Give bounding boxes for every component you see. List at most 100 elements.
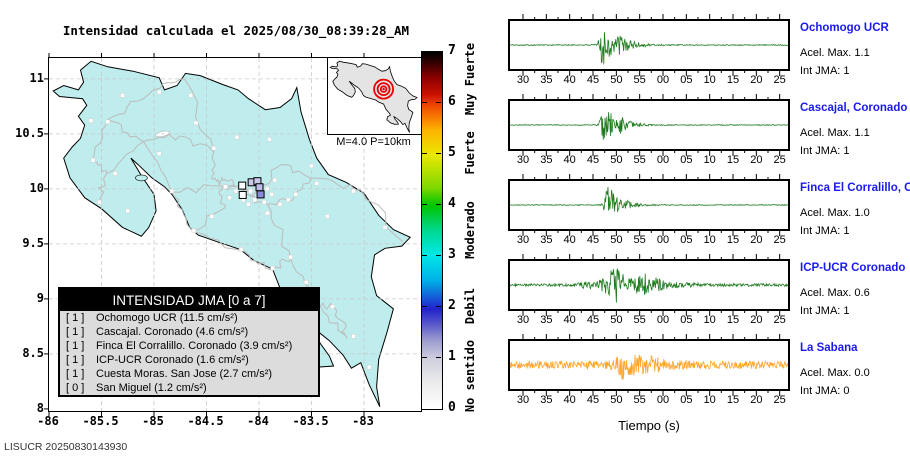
epicenter-ring: [373, 78, 394, 100]
epicenter-dot: [382, 87, 385, 91]
colorbar-tick: [422, 306, 427, 307]
panel-tick-label: 55: [633, 394, 646, 406]
station-marker: [262, 199, 267, 205]
y-tick-label: 8.5: [22, 345, 44, 360]
panel-tick-label: 25: [773, 74, 786, 86]
panel-accel-max: Acel. Max. 1.0: [800, 207, 870, 219]
road: [218, 191, 226, 208]
panel-tick-label: 25: [773, 314, 786, 326]
colorbar-tick: [436, 306, 441, 307]
legend-station-text: San Miguel (1.2 cm/s²): [96, 382, 207, 394]
inset-magnitude-label: M=4.0 P=10km: [336, 136, 411, 148]
epicenter-ring: [379, 85, 388, 93]
panel-station-name: La Sabana: [800, 342, 858, 354]
panel-tick-label: 35: [540, 234, 553, 246]
station-marker: [270, 265, 275, 271]
legend-intensity-tag: [ 1 ]: [66, 312, 85, 324]
station-marker: [304, 280, 309, 285]
legend-intensity-tag: [ 0 ]: [66, 382, 85, 394]
colorbar-number: 6: [448, 94, 456, 109]
x-tick-label: -85.5: [82, 414, 119, 428]
road: [107, 119, 144, 143]
legend-rows: [ 1 ] Ochomogo UCR (11.5 cm/s²) [ 1 ] Casca…: [60, 311, 318, 395]
seismogram-panel: [508, 14, 790, 76]
colorbar-tick: [436, 255, 441, 256]
road: [211, 152, 216, 180]
station-marker: [252, 197, 258, 203]
x-tick-label: -83.5: [292, 414, 329, 428]
colorbar-tick: [436, 153, 441, 154]
legend-intensity-tag: [ 1 ]: [66, 326, 85, 338]
waveform-trace: [510, 186, 788, 212]
road: [143, 133, 186, 143]
inset-landmass: [329, 60, 418, 133]
station-marker: [125, 208, 130, 214]
legend-row: [ 1 ] Ochomogo UCR (11.5 cm/s²): [60, 311, 318, 325]
station-marker: [293, 192, 298, 197]
panel-int-jma: Int JMA: 0: [800, 385, 850, 397]
legend-title: INTENSIDAD JMA [0 a 7]: [60, 289, 318, 311]
colorbar-tick: [436, 102, 441, 103]
panel-tick-label: 10: [703, 154, 716, 166]
station-marker: [325, 214, 330, 219]
legend-station-text: Cuesta Moras. San Jose (2.7 cm/s²): [96, 368, 273, 380]
colorbar-number: 2: [448, 298, 456, 313]
road: [193, 231, 243, 251]
legend-station-text: Cascajal. Coronado (4.6 cm/s²): [96, 326, 249, 338]
colorbar-number: 1: [448, 349, 456, 364]
station-marker: [288, 254, 293, 260]
colorbar-tick: [422, 102, 427, 103]
colorbar-number: 5: [448, 145, 456, 160]
panel-station-name: Cascajal, Coronado: [800, 102, 908, 114]
colorbar-number: 7: [448, 43, 456, 58]
station-marker: [269, 192, 274, 197]
panel-tick-label: 55: [633, 154, 646, 166]
panel-tick-label: 25: [773, 154, 786, 166]
panel-tick-label: 20: [750, 154, 763, 166]
panel-tick-label: 45: [586, 314, 600, 326]
panel-int-jma: Int JMA: 1: [800, 65, 850, 77]
inset-map: [327, 57, 422, 135]
station-marker: [112, 171, 118, 176]
x-tick-label: -83: [352, 414, 374, 428]
road: [143, 141, 173, 193]
panel-ticks: [522, 174, 781, 236]
panel-tick-label: 20: [750, 314, 763, 326]
colorbar-tick: [422, 255, 427, 256]
road: [211, 176, 227, 187]
colorbar-category-label: Muy Fuerte: [463, 42, 477, 116]
station-marker: [330, 304, 335, 309]
panel-tick-label: 05: [680, 234, 693, 246]
colorbar-number: 0: [448, 400, 456, 415]
station-marker: [157, 151, 162, 156]
road: [334, 307, 348, 339]
costa-rica-landmass: [52, 60, 412, 407]
panel-tick-label: 35: [540, 74, 553, 86]
legend-intensity-tag: [ 1 ]: [66, 340, 85, 352]
x-tick-label: -84: [247, 414, 269, 428]
panel-accel-max: Acel. Max. 1.1: [800, 47, 870, 59]
colorbar-number: 4: [448, 196, 456, 211]
panel-tick-label: 40: [563, 314, 576, 326]
panel-tick-label: 30: [516, 314, 530, 326]
station-marker: [248, 188, 253, 194]
legend-row: [ 1 ] Cascajal. Coronado (4.6 cm/s²): [60, 325, 318, 339]
panel-accel-max: Acel. Max. 0.6: [800, 287, 870, 299]
road: [310, 177, 361, 191]
road: [315, 302, 348, 339]
waveform-trace: [510, 267, 788, 303]
colorbar-category-label: No sentido: [463, 340, 477, 413]
panel-tick-label: 20: [750, 234, 763, 246]
panel-accel-max: Acel. Max. 0.0: [800, 367, 870, 379]
panel-tick-label: 50: [610, 234, 623, 246]
station-marker: [169, 188, 175, 194]
road: [242, 250, 274, 271]
station-marker: [90, 158, 96, 163]
panel-tick-label: 00: [656, 234, 670, 246]
intensity-legend: INTENSIDAD JMA [0 a 7] [ 1 ] Ochomogo UCR…: [58, 287, 320, 397]
seismogram-panel: [508, 254, 790, 316]
panel-tick-label: 05: [680, 314, 693, 326]
y-tick-label: 11: [29, 70, 44, 85]
panel-station-name: ICP-UCR Coronado: [800, 262, 906, 274]
